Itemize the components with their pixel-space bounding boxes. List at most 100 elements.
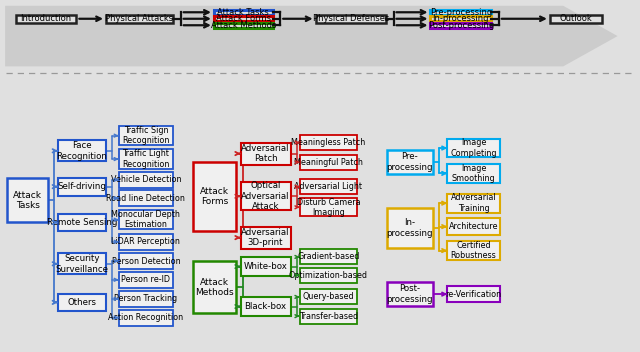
Text: Outlook: Outlook xyxy=(559,14,593,23)
Text: Attack Tasks: Attack Tasks xyxy=(218,8,269,17)
FancyBboxPatch shape xyxy=(119,291,173,307)
FancyBboxPatch shape xyxy=(241,257,291,276)
Text: Pre-processing: Pre-processing xyxy=(429,8,492,17)
FancyBboxPatch shape xyxy=(387,150,433,174)
Text: Meaningful Patch: Meaningful Patch xyxy=(294,158,363,167)
FancyBboxPatch shape xyxy=(119,210,173,230)
FancyBboxPatch shape xyxy=(430,23,492,28)
FancyBboxPatch shape xyxy=(15,15,77,23)
Text: Road line Detection: Road line Detection xyxy=(106,194,186,203)
Text: Meaningless Patch: Meaningless Patch xyxy=(291,138,365,147)
Text: Attack Forms: Attack Forms xyxy=(216,14,271,23)
Text: Face
Recognition: Face Recognition xyxy=(56,141,108,161)
FancyBboxPatch shape xyxy=(214,16,273,21)
Text: Disturb Camera
Imaging: Disturb Camera Imaging xyxy=(296,197,360,217)
Text: Image
Completing: Image Completing xyxy=(451,138,497,158)
Text: Introduction: Introduction xyxy=(20,14,72,23)
FancyBboxPatch shape xyxy=(387,282,433,306)
Polygon shape xyxy=(5,6,618,67)
FancyBboxPatch shape xyxy=(119,234,173,250)
Text: Certified
Robustness: Certified Robustness xyxy=(451,241,497,260)
FancyBboxPatch shape xyxy=(447,139,500,157)
FancyBboxPatch shape xyxy=(241,143,291,165)
FancyBboxPatch shape xyxy=(119,272,173,288)
FancyBboxPatch shape xyxy=(58,140,106,161)
FancyBboxPatch shape xyxy=(447,286,500,302)
FancyBboxPatch shape xyxy=(550,15,602,23)
Text: Physical Attacks: Physical Attacks xyxy=(106,14,173,23)
FancyBboxPatch shape xyxy=(58,294,106,311)
FancyBboxPatch shape xyxy=(430,16,492,21)
FancyBboxPatch shape xyxy=(300,135,357,150)
Text: re-Verification: re-Verification xyxy=(445,290,502,298)
Text: Attack
Forms: Attack Forms xyxy=(200,187,229,206)
Text: Architecture: Architecture xyxy=(449,222,499,231)
FancyBboxPatch shape xyxy=(241,227,291,249)
FancyBboxPatch shape xyxy=(430,10,492,15)
Text: Person Detection: Person Detection xyxy=(111,257,180,265)
Text: Person re-ID: Person re-ID xyxy=(122,275,170,284)
Text: In-
processing: In- processing xyxy=(387,218,433,238)
Text: Security
Surveillance: Security Surveillance xyxy=(56,254,108,274)
FancyBboxPatch shape xyxy=(300,309,357,324)
FancyBboxPatch shape xyxy=(193,162,236,231)
Text: Attack Methods: Attack Methods xyxy=(211,21,276,30)
FancyBboxPatch shape xyxy=(119,309,173,326)
Text: Post-
processing: Post- processing xyxy=(387,284,433,304)
FancyBboxPatch shape xyxy=(58,214,106,231)
FancyBboxPatch shape xyxy=(7,178,47,222)
FancyBboxPatch shape xyxy=(214,23,273,28)
FancyBboxPatch shape xyxy=(106,15,173,23)
Text: Monocular Depth
Estimation: Monocular Depth Estimation xyxy=(111,210,180,230)
FancyBboxPatch shape xyxy=(119,149,173,169)
FancyBboxPatch shape xyxy=(241,297,291,316)
FancyBboxPatch shape xyxy=(241,182,291,210)
Text: Traffic Light
Recognition: Traffic Light Recognition xyxy=(122,149,170,169)
FancyBboxPatch shape xyxy=(300,249,357,264)
FancyBboxPatch shape xyxy=(119,172,173,188)
Text: Image
Smoothing: Image Smoothing xyxy=(452,164,495,183)
Text: Self-driving: Self-driving xyxy=(58,182,106,191)
Text: Action Recognition: Action Recognition xyxy=(108,313,184,322)
FancyBboxPatch shape xyxy=(58,178,106,196)
FancyBboxPatch shape xyxy=(447,164,500,183)
FancyBboxPatch shape xyxy=(193,261,236,313)
FancyBboxPatch shape xyxy=(316,15,386,23)
FancyBboxPatch shape xyxy=(447,194,500,213)
Text: Attack
Methods: Attack Methods xyxy=(195,277,234,297)
Text: Adversarial
Training: Adversarial Training xyxy=(451,194,497,213)
FancyBboxPatch shape xyxy=(58,253,106,274)
FancyBboxPatch shape xyxy=(119,126,173,145)
FancyBboxPatch shape xyxy=(119,253,173,269)
Text: Remote Sensing: Remote Sensing xyxy=(47,218,117,227)
FancyBboxPatch shape xyxy=(119,190,173,206)
Text: Physical Defenses: Physical Defenses xyxy=(312,14,389,23)
FancyBboxPatch shape xyxy=(300,155,357,170)
Text: Optical
Adversarial
Attack: Optical Adversarial Attack xyxy=(241,181,290,211)
FancyBboxPatch shape xyxy=(300,268,357,283)
Text: Attack
Tasks: Attack Tasks xyxy=(13,191,42,210)
Text: Traffic Sign
Recognition: Traffic Sign Recognition xyxy=(122,126,170,145)
Text: Vehicle Detection: Vehicle Detection xyxy=(111,175,181,184)
Text: Black-box: Black-box xyxy=(244,302,287,311)
Text: LiDAR Perception: LiDAR Perception xyxy=(111,237,180,246)
FancyBboxPatch shape xyxy=(387,208,433,248)
Text: Adversarial
3D-print: Adversarial 3D-print xyxy=(241,228,290,247)
Text: Query-based: Query-based xyxy=(303,293,354,301)
Text: Pre-
processing: Pre- processing xyxy=(387,152,433,171)
Text: Others: Others xyxy=(67,298,97,307)
Text: Gradient-based: Gradient-based xyxy=(297,252,360,262)
Text: Person Tracking: Person Tracking xyxy=(115,294,177,303)
FancyBboxPatch shape xyxy=(300,179,357,194)
FancyBboxPatch shape xyxy=(300,289,357,304)
Text: Optimization-based: Optimization-based xyxy=(289,271,368,280)
FancyBboxPatch shape xyxy=(447,218,500,235)
FancyBboxPatch shape xyxy=(447,241,500,260)
Text: Post-processing: Post-processing xyxy=(428,21,494,30)
FancyBboxPatch shape xyxy=(214,10,273,15)
Text: Adversarial Light: Adversarial Light xyxy=(294,182,362,191)
Text: Adversarial
Patch: Adversarial Patch xyxy=(241,144,290,163)
FancyBboxPatch shape xyxy=(300,198,357,216)
Text: In-processing: In-processing xyxy=(433,14,489,23)
Text: Transfer-based: Transfer-based xyxy=(299,312,358,321)
